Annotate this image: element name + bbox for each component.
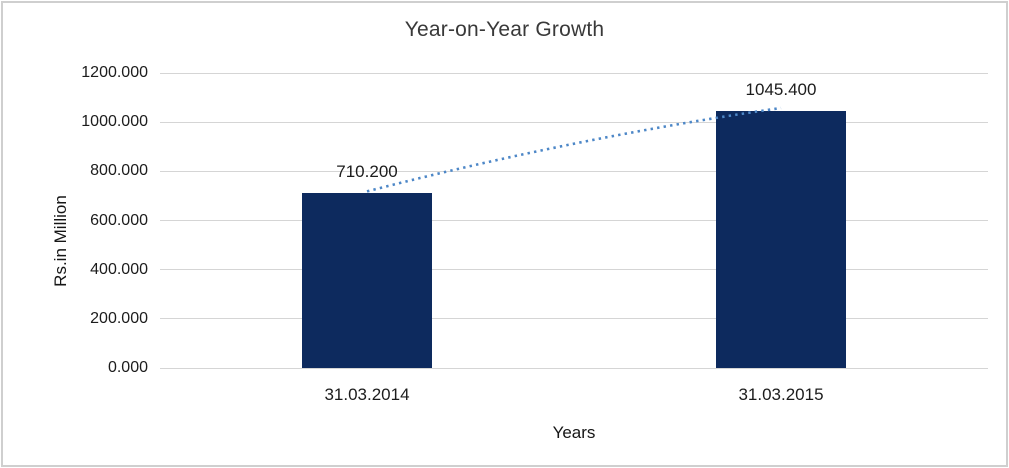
y-axis-tick-label: 1000.000 <box>81 113 148 131</box>
gridline <box>160 269 988 271</box>
x-axis-category-label: 31.03.2014 <box>324 385 410 404</box>
y-axis-tick-label: 1200.000 <box>81 64 148 81</box>
trendline-dotted <box>366 106 782 193</box>
y-axis-tick-label: 400.000 <box>90 260 148 278</box>
y-axis-tick-label: 600.000 <box>90 211 148 229</box>
chart-title: Year-on-Year Growth <box>404 18 605 41</box>
bar-value-label: 1045.400 <box>745 80 817 100</box>
gridline <box>160 367 988 369</box>
y-axis-tick-labels: 0.000 200.000 400.000 600.000 800.000 1000.00… <box>3 64 148 376</box>
gridline <box>160 220 988 221</box>
gridline <box>160 121 988 123</box>
y-axis-tick-label: 0.000 <box>107 359 148 376</box>
y-axis-tick-label: 800.000 <box>90 162 148 180</box>
bar-value-label: 710.200 <box>336 162 398 182</box>
plot-area: 710.200 31.03.2014 1045.400 31.03.2015 <box>160 72 988 404</box>
bar-31.03.2015 <box>716 111 846 368</box>
x-axis-category-label: 31.03.2015 <box>738 385 824 404</box>
gridline <box>160 318 988 320</box>
gridline <box>160 72 988 74</box>
y-axis-tick-label: 200.000 <box>90 309 148 327</box>
x-axis-title: Years <box>552 423 596 442</box>
bar-31.03.2014 <box>302 193 432 368</box>
gridline <box>160 170 988 172</box>
